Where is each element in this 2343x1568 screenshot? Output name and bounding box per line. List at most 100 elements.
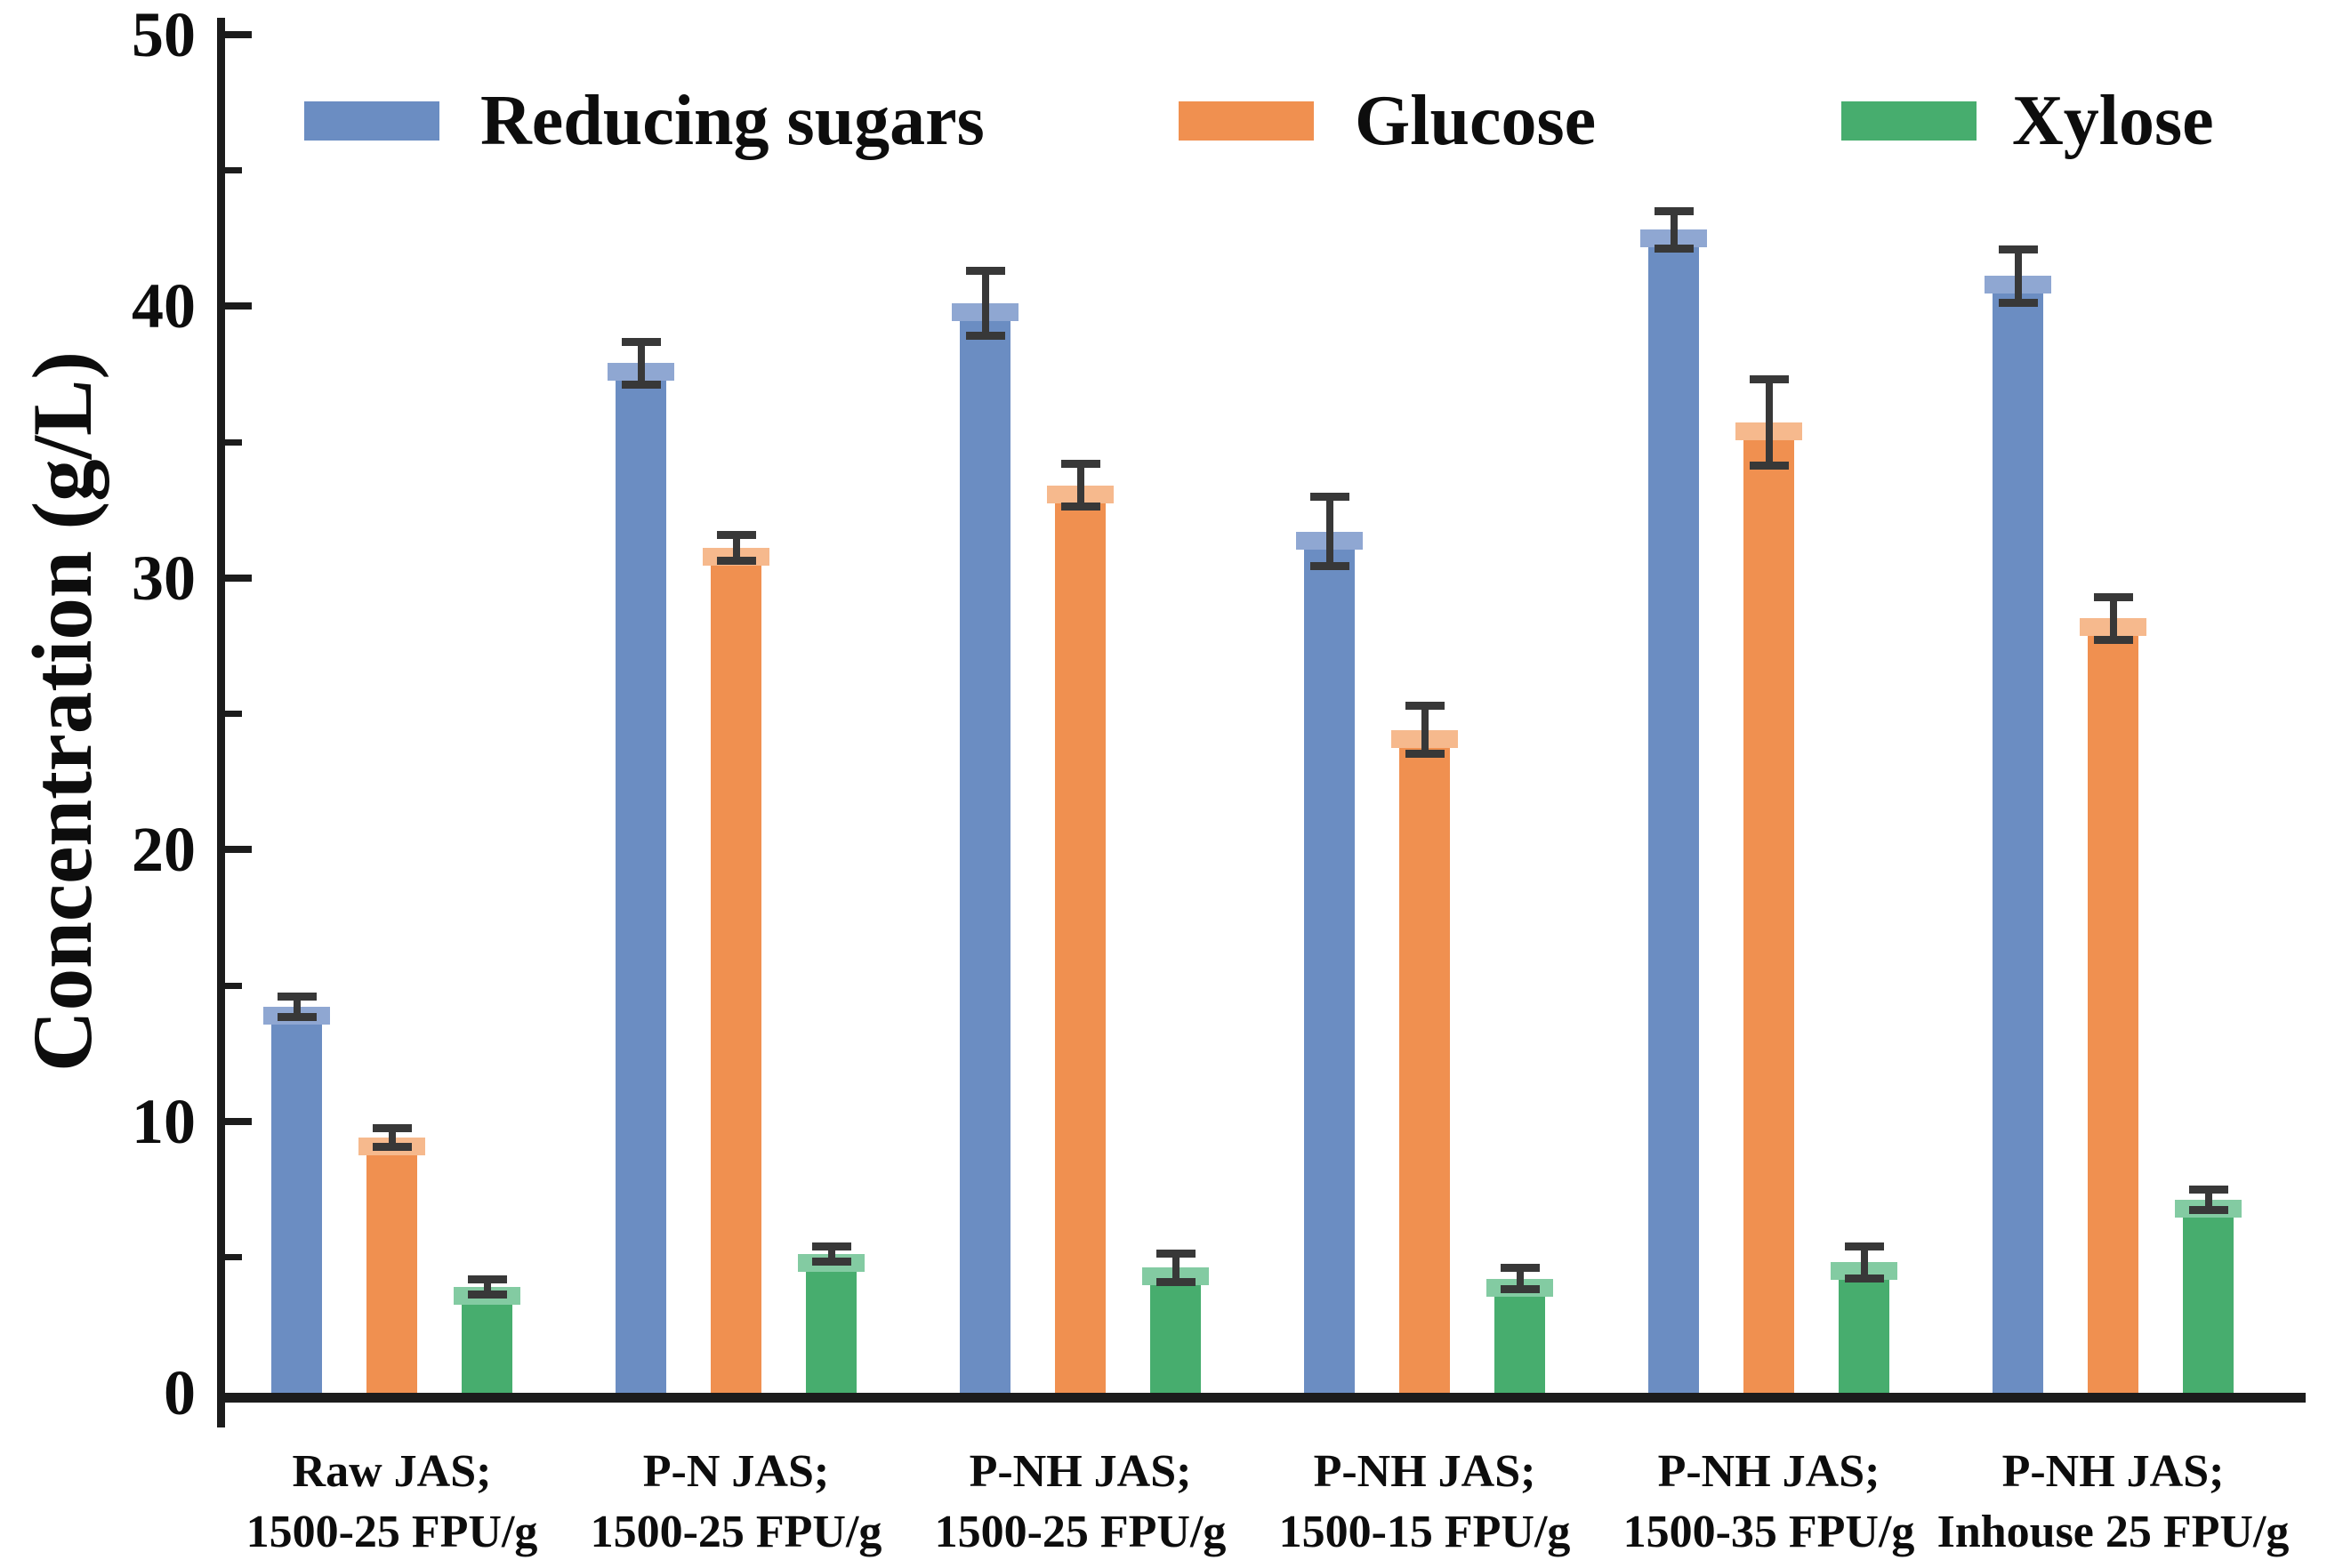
x-category-label-line1: P-NH JAS; bbox=[969, 1446, 1192, 1497]
error-bar-cap-top bbox=[1844, 1242, 1884, 1251]
y-minor-tick bbox=[225, 1254, 242, 1261]
x-category-label-line1: P-N JAS; bbox=[642, 1446, 830, 1497]
error-bar-line bbox=[1076, 463, 1084, 508]
error-bar-line bbox=[2109, 596, 2117, 640]
error-bar-cap-bottom bbox=[467, 1291, 507, 1299]
error-bar-line bbox=[483, 1278, 491, 1296]
y-axis-line bbox=[217, 18, 225, 1427]
y-minor-tick bbox=[225, 711, 242, 718]
error-bar-line bbox=[827, 1246, 835, 1263]
error-bar-cap-bottom bbox=[1060, 503, 1100, 511]
x-category-label-line2: 1500-15 FPU/g bbox=[1278, 1507, 1571, 1557]
error-bar-cap-bottom bbox=[1654, 244, 1694, 253]
error-bar-cap-top bbox=[811, 1242, 851, 1251]
error-bar-line bbox=[732, 534, 740, 562]
bar-xylose bbox=[1142, 1267, 1209, 1393]
y-minor-tick bbox=[225, 438, 242, 446]
legend-swatch-xylose bbox=[1841, 101, 1977, 141]
error-bar-cap-top bbox=[372, 1124, 412, 1133]
error-bar-cap-top bbox=[1155, 1249, 1196, 1258]
x-category-label-line1: P-NH JAS; bbox=[1657, 1446, 1880, 1497]
bar-reducing-sugars bbox=[1985, 276, 2051, 1393]
error-bar-cap-top bbox=[277, 992, 317, 1001]
bar-xylose bbox=[798, 1254, 865, 1393]
x-category-label-line2: 1500-25 FPU/g bbox=[590, 1507, 882, 1557]
error-bar-cap-top bbox=[2093, 592, 2133, 601]
bar-glucose bbox=[358, 1137, 425, 1393]
error-bar-line bbox=[1172, 1252, 1180, 1283]
x-origin-tick bbox=[217, 1403, 225, 1427]
error-bar-cap-top bbox=[1998, 245, 2038, 253]
legend-swatch-glucose bbox=[1179, 101, 1314, 141]
error-bar-cap-top bbox=[467, 1275, 507, 1283]
error-bar-cap-top bbox=[716, 530, 756, 539]
y-tick-label: 20 bbox=[132, 814, 196, 885]
x-category-label-line2: 1500-25 FPU/g bbox=[934, 1507, 1227, 1557]
error-bar-cap-top bbox=[1405, 702, 1445, 711]
error-bar-cap-bottom bbox=[1309, 562, 1349, 571]
y-tick-label: 30 bbox=[132, 542, 196, 614]
error-bar-line bbox=[637, 341, 645, 385]
error-bar-cap-top bbox=[1309, 492, 1349, 501]
error-bar-line bbox=[388, 1128, 396, 1147]
y-minor-tick bbox=[225, 982, 242, 989]
error-bar-cap-top bbox=[2188, 1185, 2228, 1194]
error-bar-cap-bottom bbox=[621, 380, 661, 389]
error-bar-cap-bottom bbox=[1405, 750, 1445, 759]
legend-label-glucose: Glucose bbox=[1355, 82, 1597, 160]
error-bar-cap-bottom bbox=[1844, 1274, 1884, 1283]
error-bar-line bbox=[981, 270, 989, 336]
error-bar-cap-bottom bbox=[811, 1258, 851, 1266]
bar-xylose bbox=[2175, 1200, 2242, 1393]
error-bar-line bbox=[293, 995, 301, 1018]
error-bar-cap-bottom bbox=[2188, 1206, 2228, 1215]
error-bar-line bbox=[1860, 1246, 1868, 1279]
bar-xylose bbox=[1486, 1278, 1553, 1393]
y-major-tick bbox=[225, 846, 252, 853]
error-bar-cap-top bbox=[621, 337, 661, 346]
y-axis-title: Concentration (g/L) bbox=[15, 350, 109, 1073]
error-bar-line bbox=[1516, 1267, 1524, 1290]
legend-label-reducing-sugars: Reducing sugars bbox=[480, 82, 985, 160]
bar-glucose bbox=[2080, 618, 2146, 1393]
y-tick-label: 40 bbox=[132, 270, 196, 342]
y-major-tick bbox=[225, 30, 252, 38]
error-bar-cap-bottom bbox=[1500, 1284, 1540, 1293]
error-bar-cap-bottom bbox=[372, 1142, 412, 1151]
y-major-tick bbox=[225, 574, 252, 582]
error-bar-cap-bottom bbox=[2093, 635, 2133, 644]
error-bar-cap-bottom bbox=[716, 557, 756, 566]
x-category-label-line1: P-NH JAS; bbox=[2001, 1446, 2225, 1497]
error-bar-cap-bottom bbox=[1155, 1278, 1196, 1287]
y-major-tick bbox=[225, 1117, 252, 1125]
legend-swatch-reducing-sugars bbox=[304, 101, 439, 141]
error-bar-cap-top bbox=[1500, 1264, 1540, 1273]
y-tick-label: 0 bbox=[164, 1357, 196, 1428]
error-bar-cap-top bbox=[1060, 460, 1100, 469]
error-bar-line bbox=[1765, 379, 1773, 467]
bar-reducing-sugars bbox=[263, 1007, 330, 1393]
x-category-label-line2: 1500-25 FPU/g bbox=[246, 1507, 538, 1557]
y-major-tick bbox=[225, 302, 252, 310]
error-bar-cap-top bbox=[1749, 375, 1789, 384]
error-bar-cap-bottom bbox=[1749, 462, 1789, 470]
x-category-label-line1: P-NH JAS; bbox=[1313, 1446, 1536, 1497]
error-bar-cap-bottom bbox=[965, 331, 1005, 340]
error-bar-cap-bottom bbox=[277, 1013, 317, 1022]
error-bar-line bbox=[1670, 211, 1678, 249]
bar-reducing-sugars bbox=[952, 302, 1019, 1393]
error-bar-cap-top bbox=[1654, 207, 1694, 216]
y-tick-label: 50 bbox=[132, 0, 196, 70]
x-category-label-line1: Raw JAS; bbox=[292, 1446, 492, 1497]
x-axis-line bbox=[217, 1393, 2306, 1403]
bar-xylose bbox=[454, 1286, 520, 1393]
error-bar-line bbox=[2204, 1188, 2212, 1211]
legend-label-xylose: Xylose bbox=[2012, 82, 2214, 160]
x-category-label-line2: Inhouse 25 FPU/g bbox=[1936, 1507, 2290, 1557]
error-bar-line bbox=[1421, 705, 1429, 755]
bar-reducing-sugars bbox=[1640, 229, 1707, 1393]
y-minor-tick bbox=[225, 167, 242, 174]
bar-reducing-sugars bbox=[1296, 531, 1363, 1393]
error-bar-cap-top bbox=[965, 267, 1005, 276]
